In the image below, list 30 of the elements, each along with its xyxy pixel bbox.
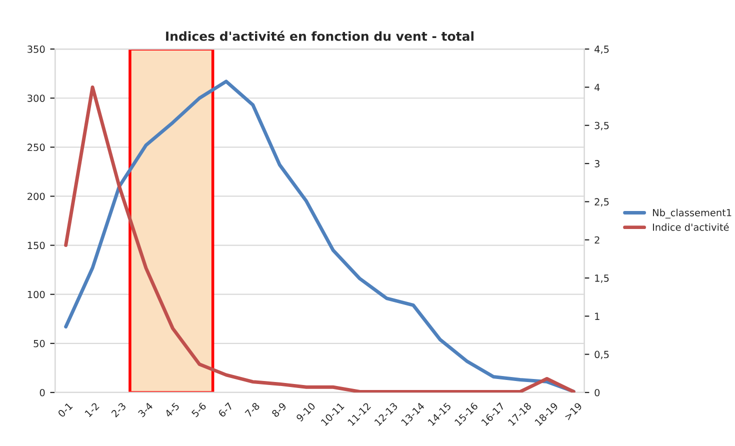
x-tick-label: 8-9 — [271, 402, 287, 418]
y2-tick-label: 4,5 — [594, 46, 609, 54]
chart-title: Indices d'activité en fonction du vent - total — [166, 30, 474, 41]
y-tick-label: 300 — [28, 94, 45, 102]
y2-tick-label: 1 — [595, 312, 600, 320]
x-tick-label: 6-7 — [218, 402, 234, 418]
y-tick-label: 150 — [28, 242, 45, 250]
y-tick-label: 50 — [34, 340, 45, 348]
y2-tick-label: 2 — [594, 236, 600, 244]
y-tick-label: 200 — [28, 192, 45, 200]
y2-tick-label: 3 — [594, 160, 600, 168]
legend-label: Nb_classement1 — [653, 208, 732, 218]
y2-tick-label: 1,5 — [595, 274, 609, 283]
x-tick-label: 7-8 — [244, 402, 260, 418]
y-tick-label: 100 — [28, 290, 45, 298]
x-tick-label: 1-2 — [84, 402, 100, 418]
x-tick-label: 0-1 — [57, 402, 73, 418]
x-tick-label: 5-6 — [191, 402, 207, 418]
y2-tick-label: 3,5 — [594, 122, 609, 130]
y2-tick-label: 2,5 — [594, 198, 609, 207]
y-tick-label: 250 — [28, 144, 45, 152]
x-tick-label: 3-4 — [138, 402, 154, 418]
y-tick-label: 350 — [28, 46, 45, 53]
y-tick-label: 0 — [40, 388, 45, 396]
y2-tick-label: 4 — [594, 84, 600, 91]
y2-tick-label: 0,5 — [594, 350, 609, 360]
x-tick-label: 2-3 — [110, 402, 126, 418]
y2-tick-label: 0 — [594, 388, 600, 396]
legend-label: Indice d'activité — [653, 222, 729, 231]
x-tick-label: 4-5 — [164, 402, 180, 418]
